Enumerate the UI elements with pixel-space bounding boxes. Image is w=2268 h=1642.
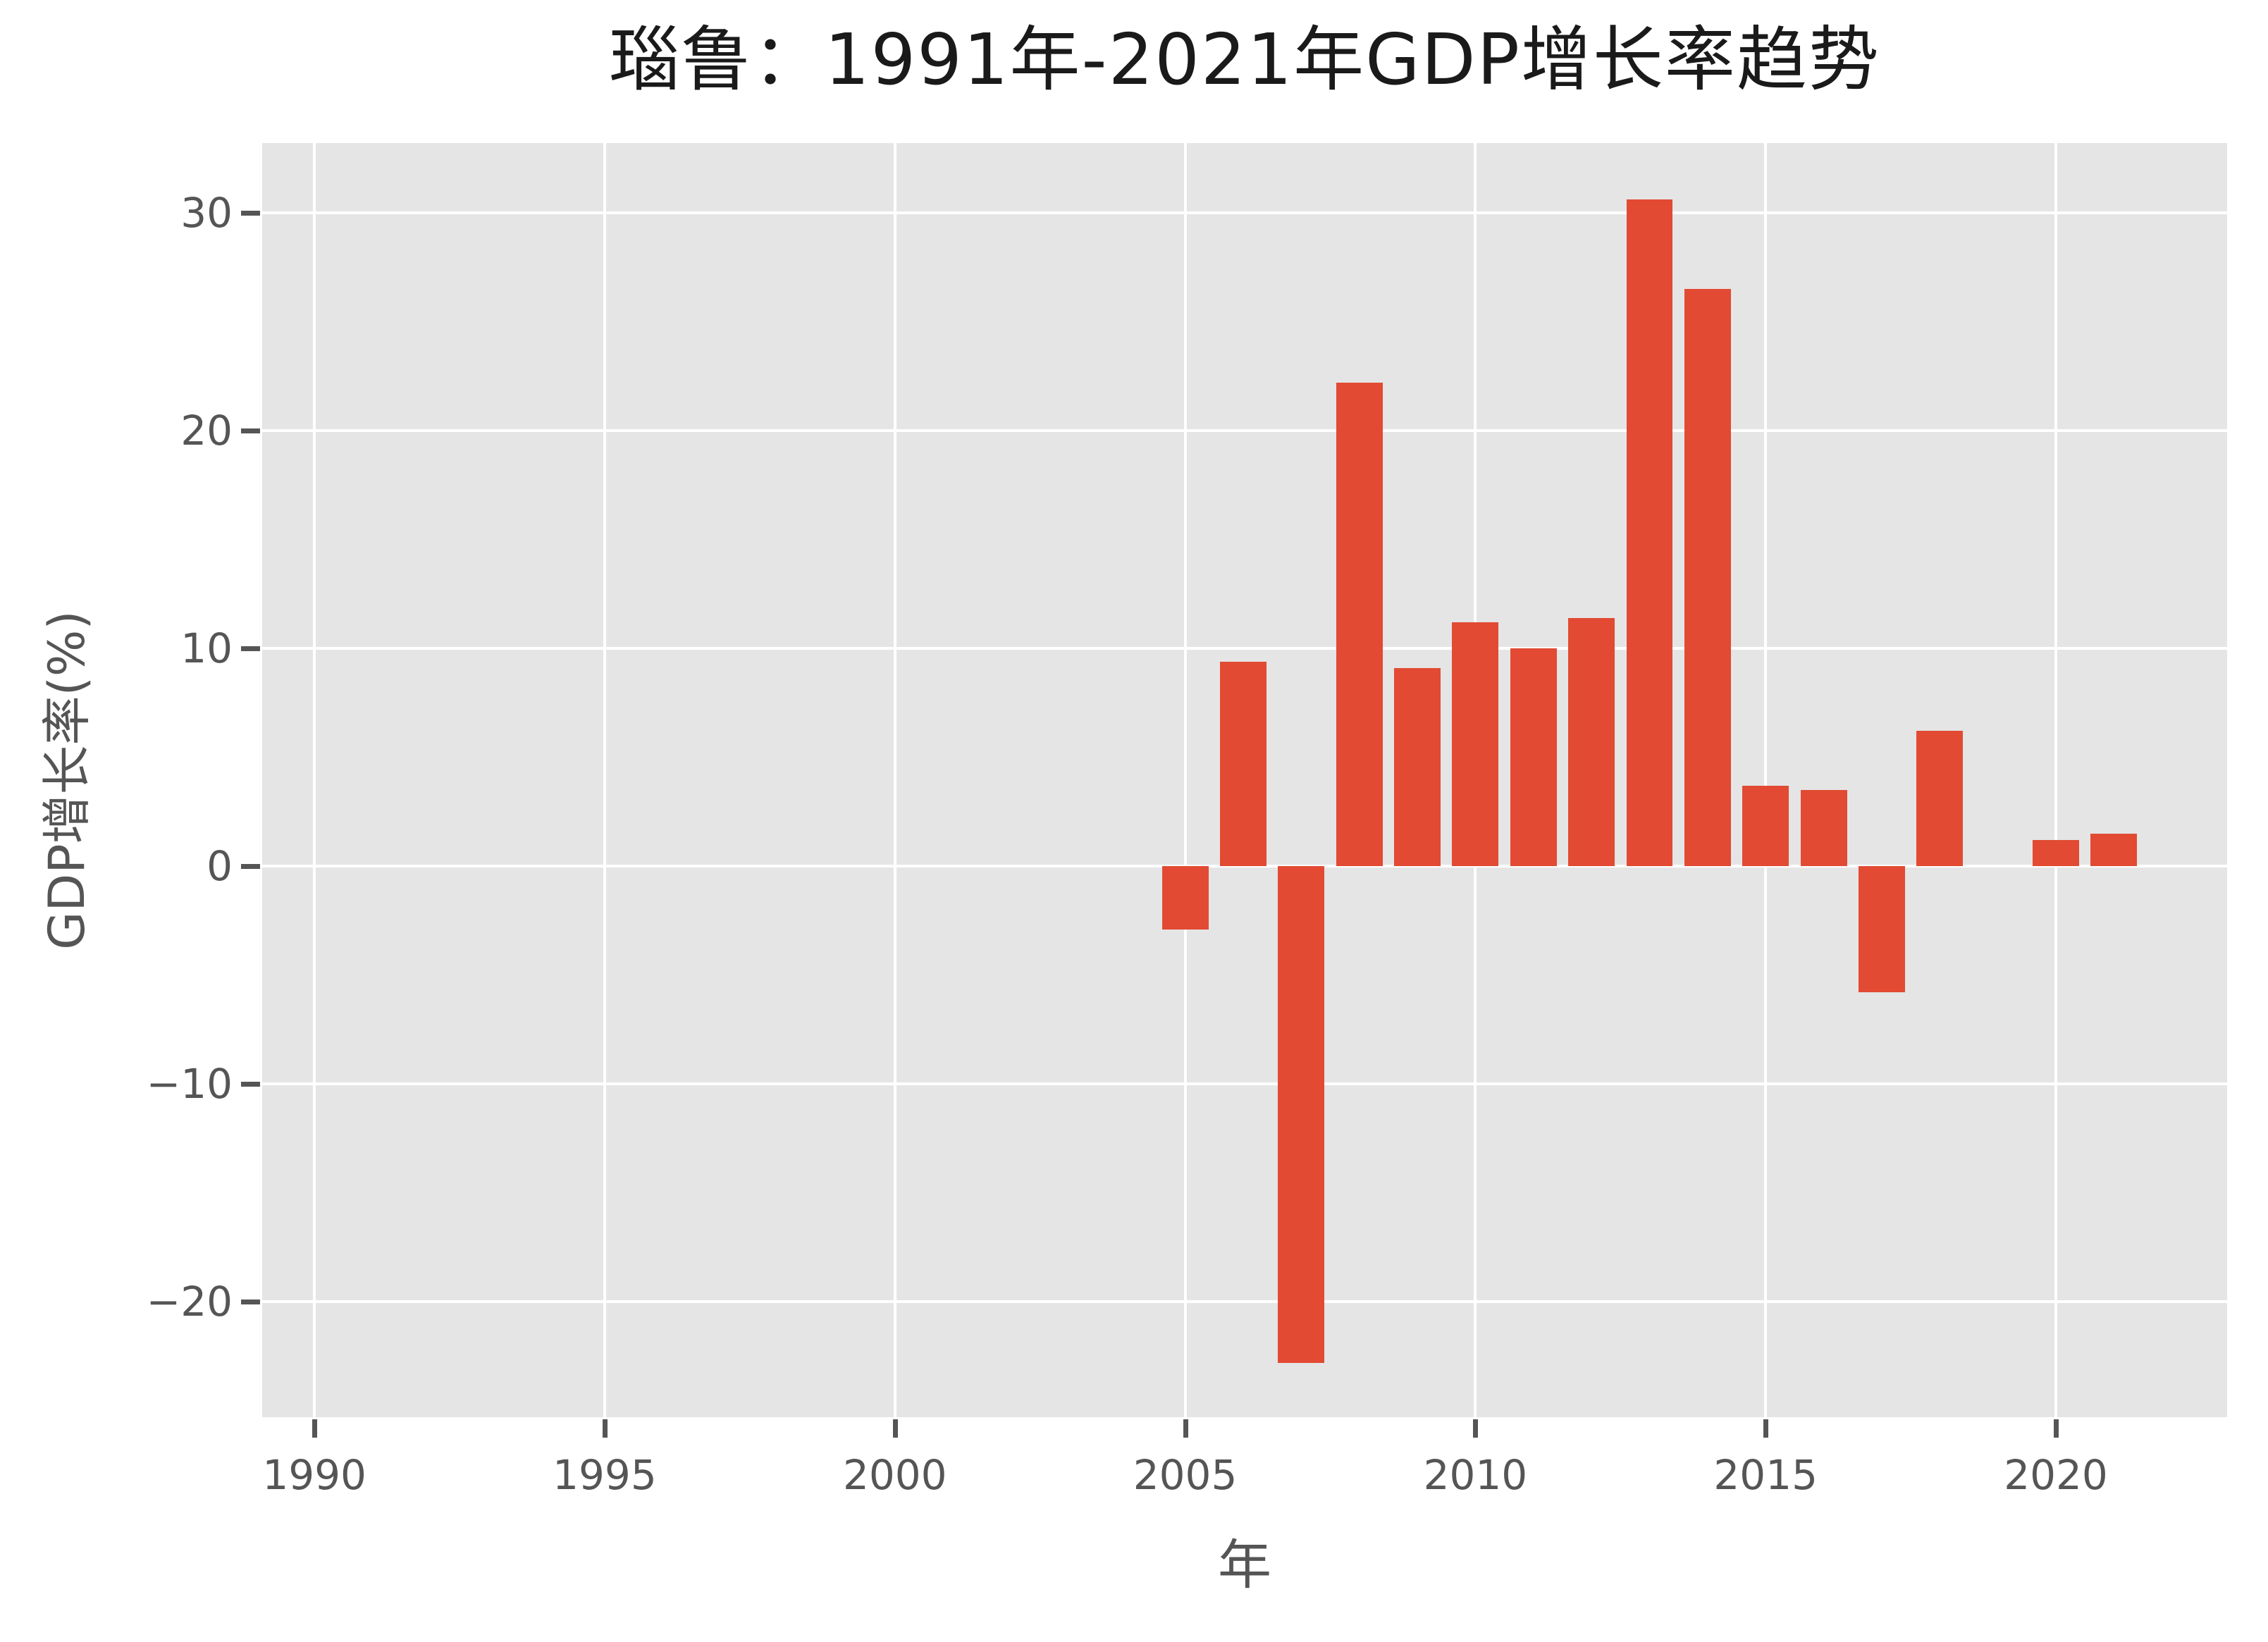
x-gridline-2015 [1764,143,1768,1417]
x-tick-label-2005: 2005 [1133,1451,1238,1499]
x-axis-label: 年 [1218,1533,1271,1596]
bar-2013 [1626,199,1673,867]
x-tick-label-1995: 1995 [553,1451,657,1499]
bar-2008 [1336,382,1383,867]
x-gridline-2005 [1183,143,1187,1417]
chart-title: 瑙鲁：1991年-2021年GDP增长率趋势 [609,18,1880,101]
bar-2006 [1219,661,1266,867]
bar-2016 [1800,789,1847,867]
x-tick-label-2015: 2015 [1713,1451,1818,1499]
x-gridline-2000 [893,143,896,1417]
y-axis-label: GDP增长率(%) [38,610,96,950]
y-tick-label-20: 20 [180,406,233,455]
y-tick-label-0: 0 [207,842,233,891]
y-tick-mark-10 [241,646,260,652]
x-tick-mark-2000 [892,1419,898,1438]
x-tick-label-2010: 2010 [1423,1451,1528,1499]
plot-area [262,143,2227,1417]
x-tick-mark-2015 [1763,1419,1769,1438]
bar-2020 [2033,839,2079,867]
x-tick-mark-1990 [312,1419,318,1438]
y-tick-mark-0 [241,864,260,870]
bar-2005 [1161,866,1209,930]
y-gridline-20 [262,428,2227,432]
x-tick-mark-2020 [2054,1419,2059,1438]
x-tick-mark-2005 [1183,1419,1188,1438]
y-gridline-0 [262,865,2227,868]
x-gridline-2020 [2054,143,2058,1417]
x-tick-label-1990: 1990 [262,1451,366,1499]
y-tick-mark--10 [241,1082,260,1087]
bar-2012 [1568,617,1615,867]
x-tick-label-2000: 2000 [842,1451,947,1499]
x-tick-label-2020: 2020 [2004,1451,2108,1499]
y-tick-label-30: 30 [180,188,233,237]
x-gridline-1995 [603,143,606,1417]
bar-2010 [1452,622,1499,867]
x-tick-mark-1995 [602,1419,608,1438]
y-gridline--20 [262,1300,2227,1304]
y-gridline--10 [262,1082,2227,1086]
y-tick-label--10: −10 [146,1060,233,1109]
y-gridline-30 [262,211,2227,214]
y-gridline-10 [262,647,2227,650]
bar-2017 [1858,866,1905,993]
bar-2009 [1394,667,1441,867]
y-tick-mark-20 [241,428,260,433]
x-tick-mark-2010 [1473,1419,1479,1438]
bar-2018 [1916,731,1964,867]
x-gridline-1990 [313,143,316,1417]
bar-2014 [1684,289,1731,867]
bar-2021 [2090,833,2138,867]
y-tick-label--20: −20 [146,1278,233,1326]
y-tick-label-10: 10 [180,624,233,673]
y-tick-mark-30 [241,210,260,216]
bar-2007 [1278,866,1325,1363]
y-tick-mark--20 [241,1300,260,1305]
bar-2011 [1510,648,1557,867]
bar-2015 [1742,785,1789,867]
